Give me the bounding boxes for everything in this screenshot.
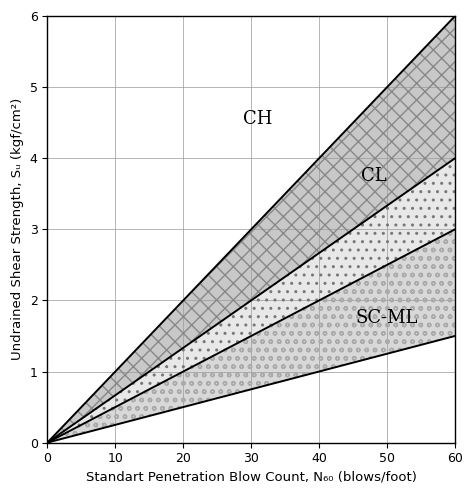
Text: CL: CL: [361, 167, 386, 185]
X-axis label: Standart Penetration Blow Count, N₆₀ (blows/foot): Standart Penetration Blow Count, N₆₀ (bl…: [86, 471, 417, 484]
Text: SC-ML: SC-ML: [356, 309, 418, 327]
Text: CH: CH: [243, 110, 273, 128]
Polygon shape: [47, 16, 455, 443]
Y-axis label: Undrained Shear Strength, Sᵤ (kgf/cm²): Undrained Shear Strength, Sᵤ (kgf/cm²): [11, 98, 24, 360]
Polygon shape: [47, 229, 455, 443]
Polygon shape: [47, 158, 455, 443]
